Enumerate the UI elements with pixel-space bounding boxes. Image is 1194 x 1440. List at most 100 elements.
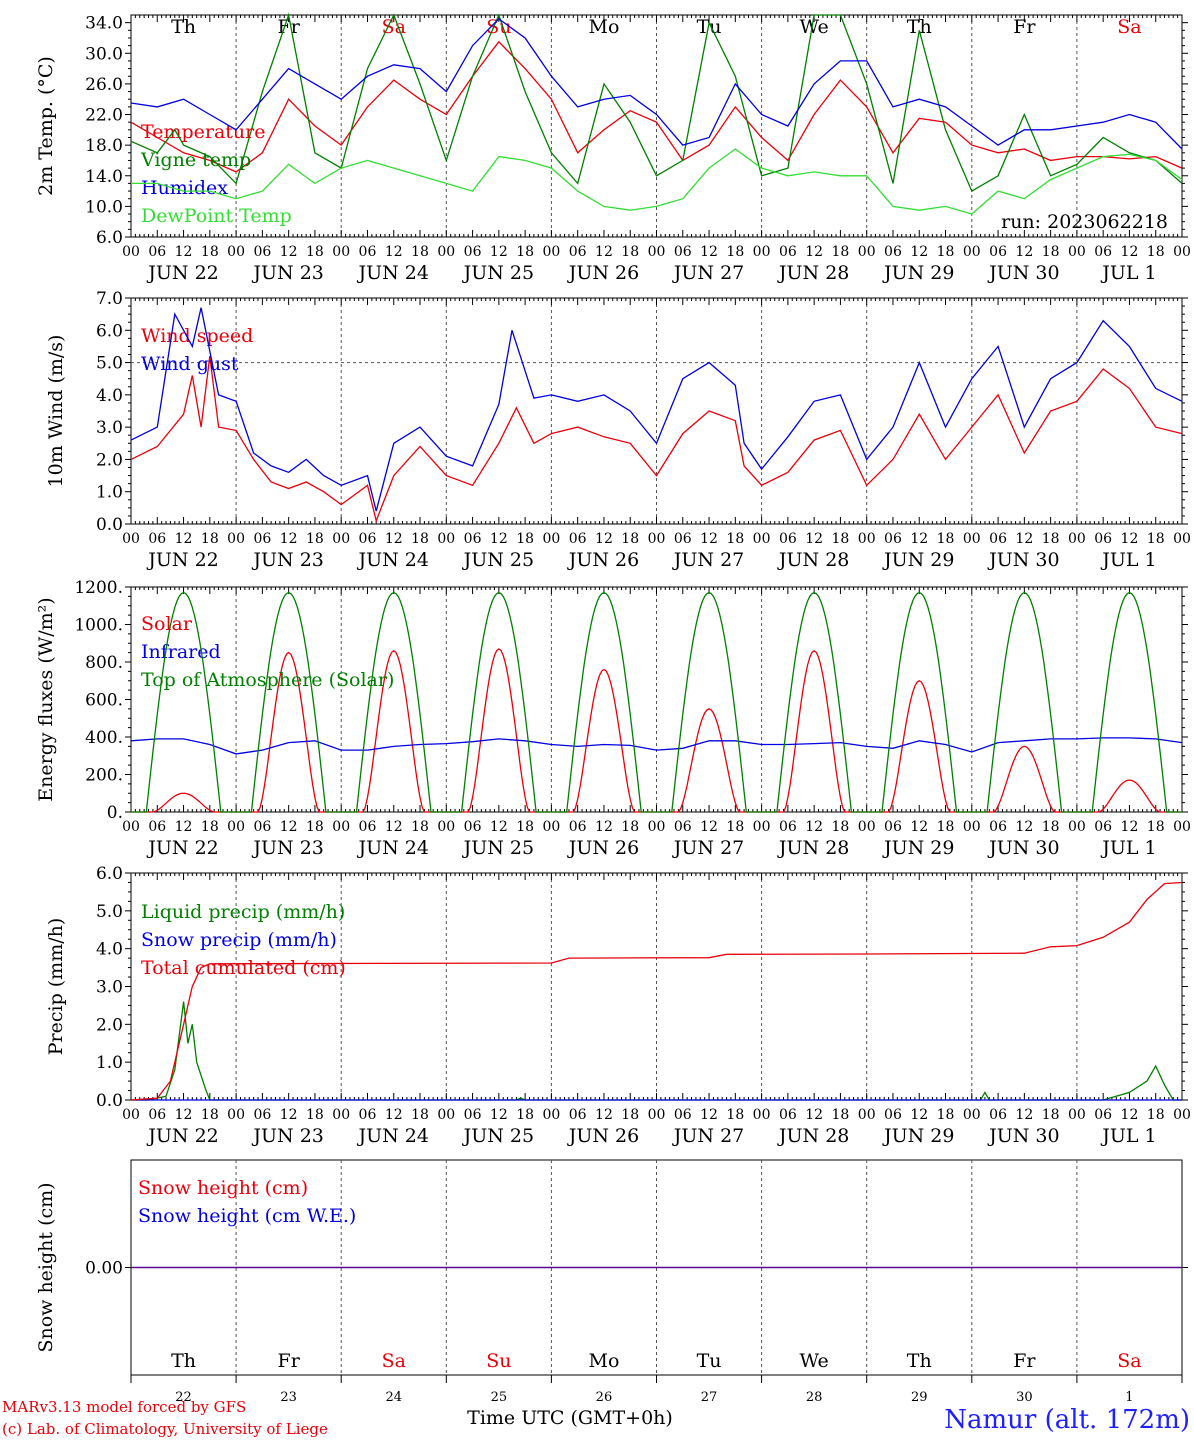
weekday-label: Th bbox=[907, 16, 932, 38]
y-tick-label: 200. bbox=[85, 766, 123, 786]
y-tick-label: 10.0 bbox=[85, 197, 123, 217]
hour-tick-label: 00 bbox=[122, 531, 140, 547]
hour-tick-label: 12 bbox=[700, 244, 718, 260]
date-label: JUN 28 bbox=[777, 262, 849, 284]
date-label: JUN 26 bbox=[567, 837, 639, 859]
hour-tick-label: 00 bbox=[227, 531, 245, 547]
hour-tick-label: 00 bbox=[963, 819, 981, 835]
legend-infrared: Infrared bbox=[141, 641, 221, 663]
hour-tick-label: 12 bbox=[595, 819, 613, 835]
hour-tick-label: 00 bbox=[753, 819, 771, 835]
y-axis-label: Energy fluxes (W/m²) bbox=[35, 597, 57, 801]
hour-tick-label: 00 bbox=[1173, 1107, 1191, 1123]
hour-tick-label: 06 bbox=[569, 819, 587, 835]
hour-tick-label: 00 bbox=[963, 531, 981, 547]
y-tick-label: 0.0 bbox=[96, 1091, 123, 1111]
y-tick-label: 14.0 bbox=[85, 167, 123, 187]
y-axis-label: 10m Wind (m/s) bbox=[45, 335, 67, 488]
y-tick-label: 7.0 bbox=[96, 289, 123, 309]
hour-tick-label: 00 bbox=[1068, 531, 1086, 547]
hour-tick-label: 00 bbox=[1068, 1107, 1086, 1123]
date-label: JUN 24 bbox=[357, 1125, 429, 1147]
date-label: JUN 28 bbox=[777, 837, 849, 859]
hour-tick-label: 12 bbox=[805, 531, 823, 547]
hour-tick-label: 12 bbox=[1015, 819, 1033, 835]
hour-tick-label: 12 bbox=[1121, 244, 1139, 260]
date-label: JUN 25 bbox=[462, 1125, 534, 1147]
date-label: JUN 30 bbox=[987, 837, 1059, 859]
hour-tick-label: 06 bbox=[464, 819, 482, 835]
hour-tick-label: 18 bbox=[1147, 1107, 1165, 1123]
hour-tick-label: 00 bbox=[437, 819, 455, 835]
y-tick-label: 4.0 bbox=[96, 386, 123, 406]
hour-tick-label: 12 bbox=[385, 819, 403, 835]
y-tick-label: 4.0 bbox=[96, 940, 123, 960]
hour-tick-label: 18 bbox=[937, 819, 955, 835]
hour-tick-label: 12 bbox=[700, 1107, 718, 1123]
hour-tick-label: 00 bbox=[753, 1107, 771, 1123]
hour-tick-label: 18 bbox=[411, 819, 429, 835]
hour-tick-label: 18 bbox=[516, 819, 534, 835]
hour-tick-label: 06 bbox=[148, 531, 166, 547]
hour-tick-label: 06 bbox=[674, 531, 692, 547]
weekday-label: Tu bbox=[697, 16, 722, 38]
hour-tick-label: 12 bbox=[1015, 244, 1033, 260]
series-line-wind-speed bbox=[130, 356, 1183, 523]
hour-tick-label: 00 bbox=[437, 1107, 455, 1123]
hour-tick-label: 18 bbox=[411, 244, 429, 260]
date-label: JUN 23 bbox=[251, 837, 323, 859]
plot-frame bbox=[130, 586, 1183, 813]
hour-tick-label: 18 bbox=[1147, 819, 1165, 835]
hour-tick-label: 18 bbox=[306, 244, 324, 260]
hour-tick-label: 06 bbox=[1094, 244, 1112, 260]
hour-tick-label: 06 bbox=[253, 1107, 271, 1123]
hour-tick-label: 12 bbox=[910, 244, 928, 260]
hour-tick-label: 06 bbox=[884, 244, 902, 260]
panel-3: 00 06 12 18 00 06 12 18 00 06 12 18 00 06 12 18 00 06 12 18… bbox=[35, 578, 1191, 859]
hour-tick-label: 18 bbox=[201, 244, 219, 260]
weekday-label: Fr bbox=[1013, 1350, 1036, 1372]
date-label: JUL 1 bbox=[1100, 549, 1156, 571]
hour-tick-label: 06 bbox=[779, 1107, 797, 1123]
day-number-label: 22 bbox=[175, 1390, 192, 1405]
hour-tick-label: 06 bbox=[674, 819, 692, 835]
hour-tick-label: 00 bbox=[122, 819, 140, 835]
hour-tick-label: 06 bbox=[884, 1107, 902, 1123]
hour-tick-label: 00 bbox=[542, 819, 560, 835]
hour-tick-label: 12 bbox=[175, 1107, 193, 1123]
hour-tick-label: 06 bbox=[464, 1107, 482, 1123]
hour-tick-label: 18 bbox=[1147, 531, 1165, 547]
hour-tick-label: 12 bbox=[910, 1107, 928, 1123]
legend-total-cumulated-cm: Total cumulated (cm) bbox=[141, 957, 346, 979]
hour-tick-label: 12 bbox=[1015, 531, 1033, 547]
weekday-label: Fr bbox=[1013, 16, 1036, 38]
day-number-label: 30 bbox=[1016, 1390, 1033, 1405]
hour-tick-label: 12 bbox=[175, 819, 193, 835]
hour-tick-label: 12 bbox=[175, 244, 193, 260]
hour-tick-label: 00 bbox=[1173, 531, 1191, 547]
hour-tick-label: 00 bbox=[963, 244, 981, 260]
hour-tick-label: 12 bbox=[700, 531, 718, 547]
date-label: JUN 29 bbox=[882, 549, 954, 571]
y-tick-label: 5.0 bbox=[96, 354, 123, 374]
hour-tick-label: 18 bbox=[306, 819, 324, 835]
hour-tick-label: 12 bbox=[280, 244, 298, 260]
hour-tick-label: 06 bbox=[464, 244, 482, 260]
hour-tick-label: 12 bbox=[490, 531, 508, 547]
date-label: JUN 26 bbox=[567, 1125, 639, 1147]
hour-tick-label: 12 bbox=[385, 1107, 403, 1123]
date-label: JUN 30 bbox=[987, 262, 1059, 284]
date-label: JUN 30 bbox=[987, 1125, 1059, 1147]
hour-tick-label: 12 bbox=[1015, 1107, 1033, 1123]
legend-dewpoint-temp: DewPoint Temp bbox=[141, 205, 292, 227]
date-label: JUN 29 bbox=[882, 262, 954, 284]
hour-tick-label: 06 bbox=[253, 819, 271, 835]
series-line-vigne-temp bbox=[130, 12, 1183, 193]
date-label: JUN 26 bbox=[567, 262, 639, 284]
y-tick-label: 400. bbox=[85, 728, 123, 748]
hour-tick-label: 00 bbox=[332, 819, 350, 835]
panel-5: Th Fr Sa Su Mo Tu We Th Fr Sa 22 23 24 25 26 27 28 29 30 1 0… bbox=[35, 1159, 1188, 1405]
day-number-label: 29 bbox=[911, 1390, 928, 1405]
weekday-label: We bbox=[800, 1350, 829, 1372]
